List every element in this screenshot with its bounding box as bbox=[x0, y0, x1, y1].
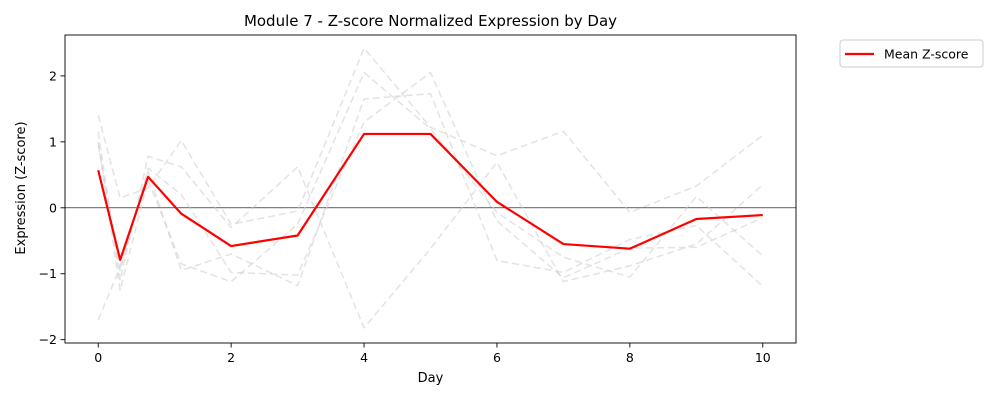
y-tick-label: −1 bbox=[39, 266, 57, 281]
x-tick-label: 2 bbox=[227, 350, 235, 365]
legend: Mean Z-score bbox=[839, 39, 984, 68]
y-tick-label: 0 bbox=[49, 200, 57, 215]
y-tick-label: 1 bbox=[49, 134, 57, 149]
series-line-individual-4 bbox=[97, 71, 764, 291]
chart-title: Module 7 - Z-score Normalized Expression… bbox=[244, 12, 617, 30]
series-line-individual-3 bbox=[97, 92, 764, 321]
x-tick-label: 4 bbox=[360, 350, 368, 365]
legend-frame bbox=[839, 39, 984, 68]
x-axis-label: Day bbox=[418, 371, 444, 386]
plot-area: 0 2 4 6 8 10 −2 −1 0 1 2 bbox=[39, 34, 797, 365]
y-axis-label: Expression (Z-score) bbox=[14, 121, 29, 254]
x-tick-label: 6 bbox=[493, 350, 501, 365]
y-tick-label: −2 bbox=[39, 332, 57, 347]
legend-label-mean-z-score: Mean Z-score bbox=[884, 47, 969, 62]
series-line-individual-5 bbox=[97, 71, 764, 279]
series-line-individual-2 bbox=[97, 131, 764, 329]
y-tick-label: 2 bbox=[49, 68, 57, 83]
x-tick-label: 0 bbox=[94, 350, 102, 365]
series-line-mean-z-score bbox=[97, 132, 763, 261]
x-tick-label: 10 bbox=[755, 350, 771, 365]
series-line-individual-1 bbox=[97, 47, 764, 226]
x-tick-label: 8 bbox=[626, 350, 634, 365]
plot-frame bbox=[64, 34, 797, 344]
